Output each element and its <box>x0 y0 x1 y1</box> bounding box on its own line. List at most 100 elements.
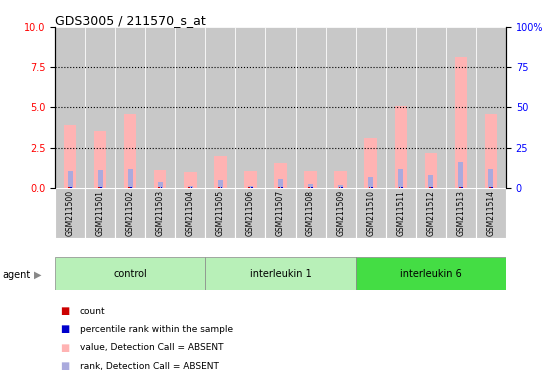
Bar <box>85 27 115 188</box>
Bar <box>365 138 377 188</box>
Bar <box>356 257 506 290</box>
Bar <box>244 171 257 188</box>
Bar <box>295 188 326 238</box>
Bar <box>309 187 310 188</box>
Bar <box>425 153 437 188</box>
Bar <box>184 172 196 188</box>
Text: GSM211504: GSM211504 <box>186 190 195 237</box>
Bar <box>130 187 132 188</box>
Bar <box>128 169 133 188</box>
Bar <box>55 188 85 238</box>
Text: GSM211512: GSM211512 <box>426 190 436 236</box>
Bar <box>401 187 403 188</box>
Bar <box>266 188 295 238</box>
Bar <box>98 187 100 188</box>
Bar <box>235 188 266 238</box>
Bar <box>281 187 283 188</box>
Bar <box>205 27 235 188</box>
Bar <box>266 27 295 188</box>
Bar <box>161 187 162 188</box>
Text: GSM211500: GSM211500 <box>65 190 75 237</box>
Text: rank, Detection Call = ABSENT: rank, Detection Call = ABSENT <box>80 362 219 371</box>
Bar <box>94 131 106 188</box>
Bar <box>85 188 115 238</box>
Bar <box>338 185 343 188</box>
Bar <box>446 188 476 238</box>
Bar <box>274 163 287 188</box>
Bar <box>221 187 222 188</box>
Bar <box>191 187 192 188</box>
Bar <box>158 182 163 188</box>
Text: ▶: ▶ <box>34 270 42 280</box>
Bar <box>70 187 72 188</box>
Text: percentile rank within the sample: percentile rank within the sample <box>80 325 233 334</box>
Bar <box>399 187 400 188</box>
Bar <box>416 27 446 188</box>
Bar <box>128 187 130 188</box>
Bar <box>308 184 313 188</box>
Bar <box>175 188 205 238</box>
Text: GSM211502: GSM211502 <box>125 190 135 236</box>
Bar <box>188 186 193 188</box>
Bar <box>485 114 497 188</box>
Bar <box>429 187 431 188</box>
Text: agent: agent <box>3 270 31 280</box>
Bar <box>55 257 205 290</box>
Bar <box>428 175 433 188</box>
Text: GSM211510: GSM211510 <box>366 190 375 236</box>
Bar <box>205 257 356 290</box>
Bar <box>115 188 145 238</box>
Text: GSM211506: GSM211506 <box>246 190 255 237</box>
Bar <box>64 125 76 188</box>
Bar <box>188 187 190 188</box>
Text: GSM211507: GSM211507 <box>276 190 285 237</box>
Text: ■: ■ <box>60 361 70 371</box>
Bar <box>145 27 175 188</box>
Bar <box>326 27 356 188</box>
Bar <box>235 27 266 188</box>
Text: GSM211511: GSM211511 <box>396 190 405 236</box>
Text: GSM211514: GSM211514 <box>486 190 496 236</box>
Text: GDS3005 / 211570_s_at: GDS3005 / 211570_s_at <box>55 14 206 27</box>
Bar <box>356 188 386 238</box>
Text: interleukin 6: interleukin 6 <box>400 268 461 279</box>
Text: GSM211513: GSM211513 <box>456 190 465 236</box>
Text: ■: ■ <box>60 306 70 316</box>
Text: ■: ■ <box>60 343 70 353</box>
Bar <box>489 187 491 188</box>
Bar <box>368 177 373 188</box>
Bar <box>218 187 220 188</box>
Bar <box>97 170 103 188</box>
Bar <box>278 179 283 188</box>
Text: GSM211508: GSM211508 <box>306 190 315 236</box>
Bar <box>295 27 326 188</box>
Bar <box>341 187 343 188</box>
Bar <box>124 114 136 188</box>
Bar <box>311 187 312 188</box>
Bar <box>218 180 223 188</box>
Bar <box>334 171 347 188</box>
Bar <box>476 27 506 188</box>
Text: GSM211501: GSM211501 <box>96 190 104 236</box>
Bar <box>205 188 235 238</box>
Bar <box>386 188 416 238</box>
Text: value, Detection Call = ABSENT: value, Detection Call = ABSENT <box>80 343 223 353</box>
Bar <box>326 188 356 238</box>
Bar <box>154 170 167 188</box>
Bar <box>145 188 175 238</box>
Bar <box>101 187 102 188</box>
Bar <box>398 169 403 188</box>
Bar <box>394 106 407 188</box>
Text: GSM211505: GSM211505 <box>216 190 225 237</box>
Bar <box>431 187 433 188</box>
Bar <box>55 27 85 188</box>
Bar <box>214 156 227 188</box>
Bar <box>416 188 446 238</box>
Bar <box>175 27 205 188</box>
Bar <box>278 187 280 188</box>
Bar <box>304 171 317 188</box>
Text: GSM211509: GSM211509 <box>336 190 345 237</box>
Bar <box>488 169 493 188</box>
Bar <box>248 186 253 188</box>
Bar <box>368 187 370 188</box>
